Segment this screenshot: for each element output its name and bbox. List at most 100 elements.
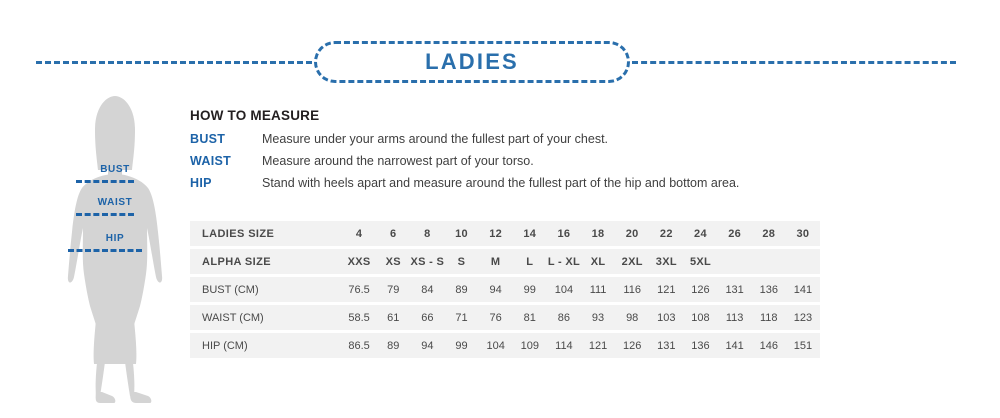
- table-cell: 76: [489, 311, 502, 324]
- table-row: ALPHA SIZE XXS XS XS - S S M L L - XL XL 2XL 3XL 5X…: [190, 249, 820, 274]
- table-cell: 6: [390, 227, 397, 240]
- table-cell: 131: [725, 283, 744, 296]
- table-cell: 14: [523, 227, 537, 240]
- table-cell: 2XL: [621, 255, 643, 268]
- table-cell: L: [526, 255, 534, 268]
- table-cell: 141: [793, 283, 813, 296]
- table-cell: 123: [793, 311, 813, 324]
- table-cell: 111: [589, 283, 607, 296]
- how-to-measure-section: HOW TO MEASURE BUST Measure under your a…: [190, 108, 890, 198]
- table-row-header: ALPHA SIZE: [202, 255, 271, 268]
- table-cell: 94: [421, 339, 434, 352]
- table-cell: XS: [385, 255, 401, 268]
- table-cell: 71: [455, 311, 468, 324]
- figure-label-bust: BUST: [100, 164, 130, 175]
- table-cell: 108: [691, 311, 710, 324]
- table-cell: 61: [387, 311, 400, 324]
- figure-label-waist: WAIST: [97, 197, 133, 208]
- table-cell: XXS: [347, 255, 371, 268]
- table-row: WAIST (CM) 58.5 61 66 71 76 81 86 93 98 103 108 113 1…: [190, 305, 820, 330]
- table-cell: 103: [657, 311, 676, 324]
- table-cell: 81: [523, 311, 536, 324]
- table-cell: 126: [623, 339, 642, 352]
- table-cell: 109: [520, 339, 539, 352]
- table-row-header: BUST (CM): [202, 283, 259, 296]
- table-cell: 22: [659, 227, 673, 240]
- how-to-measure-heading: HOW TO MEASURE: [190, 108, 320, 123]
- table-cell: 26: [728, 227, 742, 240]
- table-cell: [786, 249, 820, 274]
- table-cell: M: [490, 255, 501, 268]
- table-cell: 104: [486, 339, 505, 352]
- measure-term-bust: BUST: [190, 132, 226, 146]
- measure-desc-waist: Measure around the narrowest part of you…: [262, 154, 534, 168]
- table-cell: 66: [421, 311, 434, 324]
- table-cell: L - XL: [547, 255, 580, 268]
- measure-row-hip: HIP Stand with heels apart and measure a…: [190, 176, 890, 198]
- table-row-header: WAIST (CM): [202, 311, 264, 324]
- measure-desc-bust: Measure under your arms around the fulle…: [262, 132, 609, 146]
- table-cell: 28: [762, 227, 776, 240]
- measure-term-hip: HIP: [190, 176, 212, 190]
- size-chart-table: LADIES SIZE 4 6 8 10 12 14 16 18 20 22 24 26 28 30 ALPH…: [190, 218, 820, 361]
- table-cell: 146: [759, 339, 778, 352]
- table-cell: 30: [796, 227, 810, 240]
- header-pill-outline: [314, 41, 630, 83]
- table-cell: 10: [455, 227, 468, 240]
- table-cell: 99: [455, 339, 468, 352]
- table-cell: 93: [591, 311, 605, 324]
- table-cell: 5XL: [689, 255, 712, 268]
- table-cell: 20: [625, 227, 639, 240]
- table-cell: 86.5: [348, 339, 370, 352]
- table-cell: 98: [626, 311, 639, 324]
- table-cell: 18: [591, 227, 605, 240]
- table-cell: XL: [590, 255, 606, 268]
- table-cell: [718, 249, 752, 274]
- table-cell: 113: [725, 311, 744, 324]
- table-cell: 121: [657, 283, 676, 296]
- figure-dashed-line-hip: [68, 249, 142, 252]
- table-cell: 136: [691, 339, 710, 352]
- table-cell: 114: [555, 339, 573, 352]
- figure-dashed-line-waist: [76, 213, 134, 216]
- table-row-header: HIP (CM): [202, 339, 248, 352]
- measure-row-waist: WAIST Measure around the narrowest part …: [190, 154, 890, 176]
- table-cell: XS - S: [410, 255, 445, 268]
- measure-desc-hip: Stand with heels apart and measure aroun…: [262, 176, 740, 190]
- measure-term-waist: WAIST: [190, 154, 232, 168]
- table-cell: 16: [557, 227, 571, 240]
- table-cell: 118: [759, 311, 778, 324]
- table-cell: 104: [554, 283, 574, 296]
- table-cell: 12: [489, 227, 503, 240]
- table-cell: 121: [588, 339, 608, 352]
- table-cell: 24: [694, 227, 707, 240]
- table-cell: 99: [523, 283, 536, 296]
- page-title: LADIES: [425, 49, 519, 74]
- table-cell: 79: [387, 283, 400, 296]
- table-cell: 84: [421, 283, 434, 296]
- table-cell: 76.5: [348, 283, 370, 296]
- table-cell: 141: [725, 339, 744, 352]
- table-row: BUST (CM) 76.5 79 84 89 94 99 104 111 116 121 126 13…: [190, 277, 820, 302]
- table-row: HIP (CM) 86.5 89 94 99 104 109 114 121 126 131 136 1…: [190, 333, 820, 358]
- header-dashed-rule-left: [36, 61, 312, 64]
- table-row-header: LADIES SIZE: [202, 227, 275, 240]
- page-header: LADIES: [0, 38, 1000, 86]
- table-cell: 86: [557, 311, 571, 324]
- table-cell: 58.5: [348, 311, 370, 324]
- body-measurement-figure: BUST WAIST HIP: [40, 92, 190, 407]
- table-cell: 4: [355, 227, 363, 240]
- table-cell: [752, 249, 786, 274]
- size-chart-table-body: LADIES SIZE 4 6 8 10 12 14 16 18 20 22 24 26 28 30 ALPH…: [190, 221, 820, 358]
- female-body-silhouette-icon: [67, 96, 163, 403]
- figure-dashed-line-bust: [76, 180, 134, 183]
- table-cell: 3XL: [655, 255, 677, 268]
- measure-row-bust: BUST Measure under your arms around the …: [190, 132, 890, 154]
- figure-label-hip: HIP: [105, 233, 125, 244]
- table-cell: 8: [424, 227, 431, 240]
- table-cell: 136: [759, 283, 778, 296]
- table-cell: S: [457, 255, 466, 268]
- table-row: LADIES SIZE 4 6 8 10 12 14 16 18 20 22 24 26 28 30: [190, 221, 820, 246]
- table-cell: 116: [623, 283, 641, 296]
- table-cell: 89: [455, 283, 468, 296]
